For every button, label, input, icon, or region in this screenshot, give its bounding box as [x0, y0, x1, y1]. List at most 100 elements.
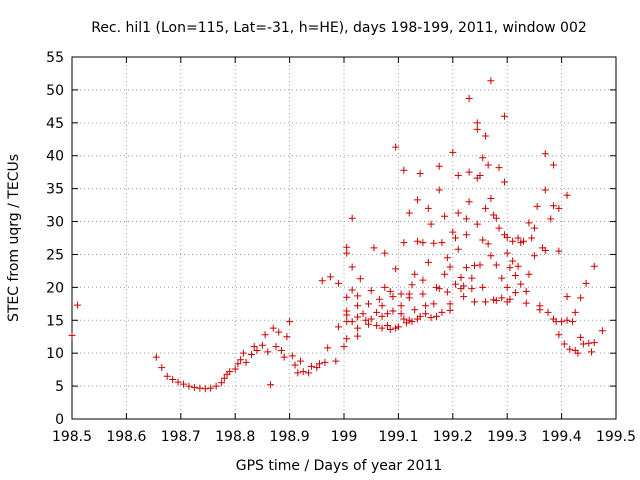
data-point [468, 274, 476, 282]
data-point [549, 202, 557, 210]
data-point [354, 302, 362, 310]
data-point [479, 154, 487, 162]
data-point [568, 318, 576, 326]
data-point [430, 239, 438, 247]
data-point [424, 258, 432, 266]
data-point [530, 224, 538, 232]
data-point [373, 308, 381, 316]
data-point [476, 261, 484, 269]
data-point [419, 276, 427, 284]
data-point [277, 347, 285, 355]
data-point [547, 215, 555, 223]
data-point [484, 240, 492, 248]
data-point [378, 324, 386, 332]
data-point [473, 125, 481, 133]
data-point [454, 209, 462, 217]
data-point [454, 245, 462, 253]
data-point [378, 312, 386, 320]
data-point [511, 289, 519, 297]
data-point [362, 316, 370, 324]
data-point [563, 293, 571, 301]
data-point [525, 219, 533, 227]
data-point [555, 331, 563, 339]
data-point [73, 301, 81, 309]
data-point [462, 215, 470, 223]
data-point [422, 310, 430, 318]
x-tick-label: 199.4 [542, 429, 582, 445]
data-point [220, 374, 228, 382]
data-point [343, 243, 351, 251]
data-point [438, 308, 446, 316]
data-point [299, 368, 307, 376]
data-point [503, 249, 511, 257]
data-point [264, 348, 272, 356]
data-point [558, 318, 566, 326]
data-point [392, 265, 400, 273]
data-point [522, 299, 530, 307]
data-point [413, 196, 421, 204]
data-point [326, 273, 334, 281]
data-point [525, 270, 533, 278]
data-point [446, 306, 454, 314]
data-point [196, 384, 204, 392]
data-point [408, 318, 416, 326]
data-point [389, 307, 397, 315]
data-point [487, 252, 495, 260]
data-point [452, 234, 460, 242]
data-point [419, 290, 427, 298]
data-point [364, 300, 372, 308]
data-point [454, 171, 462, 179]
data-point [397, 302, 405, 310]
data-point [520, 237, 528, 245]
data-point [381, 283, 389, 291]
chart-title: Rec. hil1 (Lon=115, Lat=-31, h=HE), days… [91, 20, 587, 36]
data-point [218, 379, 226, 387]
data-point [174, 378, 182, 386]
data-point [522, 287, 530, 295]
data-point [212, 382, 220, 390]
x-tick-label: 198.6 [106, 429, 146, 445]
data-point [324, 344, 332, 352]
data-point [373, 322, 381, 330]
data-point [408, 281, 416, 289]
data-point [231, 365, 239, 373]
y-tick-label: 20 [46, 280, 64, 296]
data-point [492, 261, 500, 269]
data-point [588, 348, 596, 356]
data-point [307, 362, 315, 370]
data-point [577, 333, 585, 341]
data-point [378, 302, 386, 310]
data-point [280, 353, 288, 361]
data-point [492, 297, 500, 305]
data-point [481, 204, 489, 212]
data-point [511, 272, 519, 280]
data-point [283, 333, 291, 341]
data-point [536, 306, 544, 314]
data-point [462, 231, 470, 239]
data-point [201, 385, 209, 393]
data-point [305, 369, 313, 377]
data-point [384, 322, 392, 330]
data-point [185, 382, 193, 390]
data-point [294, 369, 302, 377]
data-point [397, 290, 405, 298]
data-point [392, 143, 400, 151]
data-point [555, 204, 563, 212]
data-point [413, 237, 421, 245]
data-point [348, 318, 356, 326]
data-point [354, 332, 362, 340]
data-point [503, 233, 511, 241]
data-point [541, 247, 549, 255]
data-point [514, 262, 522, 270]
data-point [253, 347, 261, 355]
data-point [152, 353, 160, 361]
x-tick-label: 199 [331, 429, 358, 445]
data-point [427, 220, 435, 228]
data-point [495, 164, 503, 172]
data-point [533, 202, 541, 210]
data-point [479, 236, 487, 244]
data-point [585, 339, 593, 347]
data-point [435, 186, 443, 194]
data-point [248, 350, 256, 358]
